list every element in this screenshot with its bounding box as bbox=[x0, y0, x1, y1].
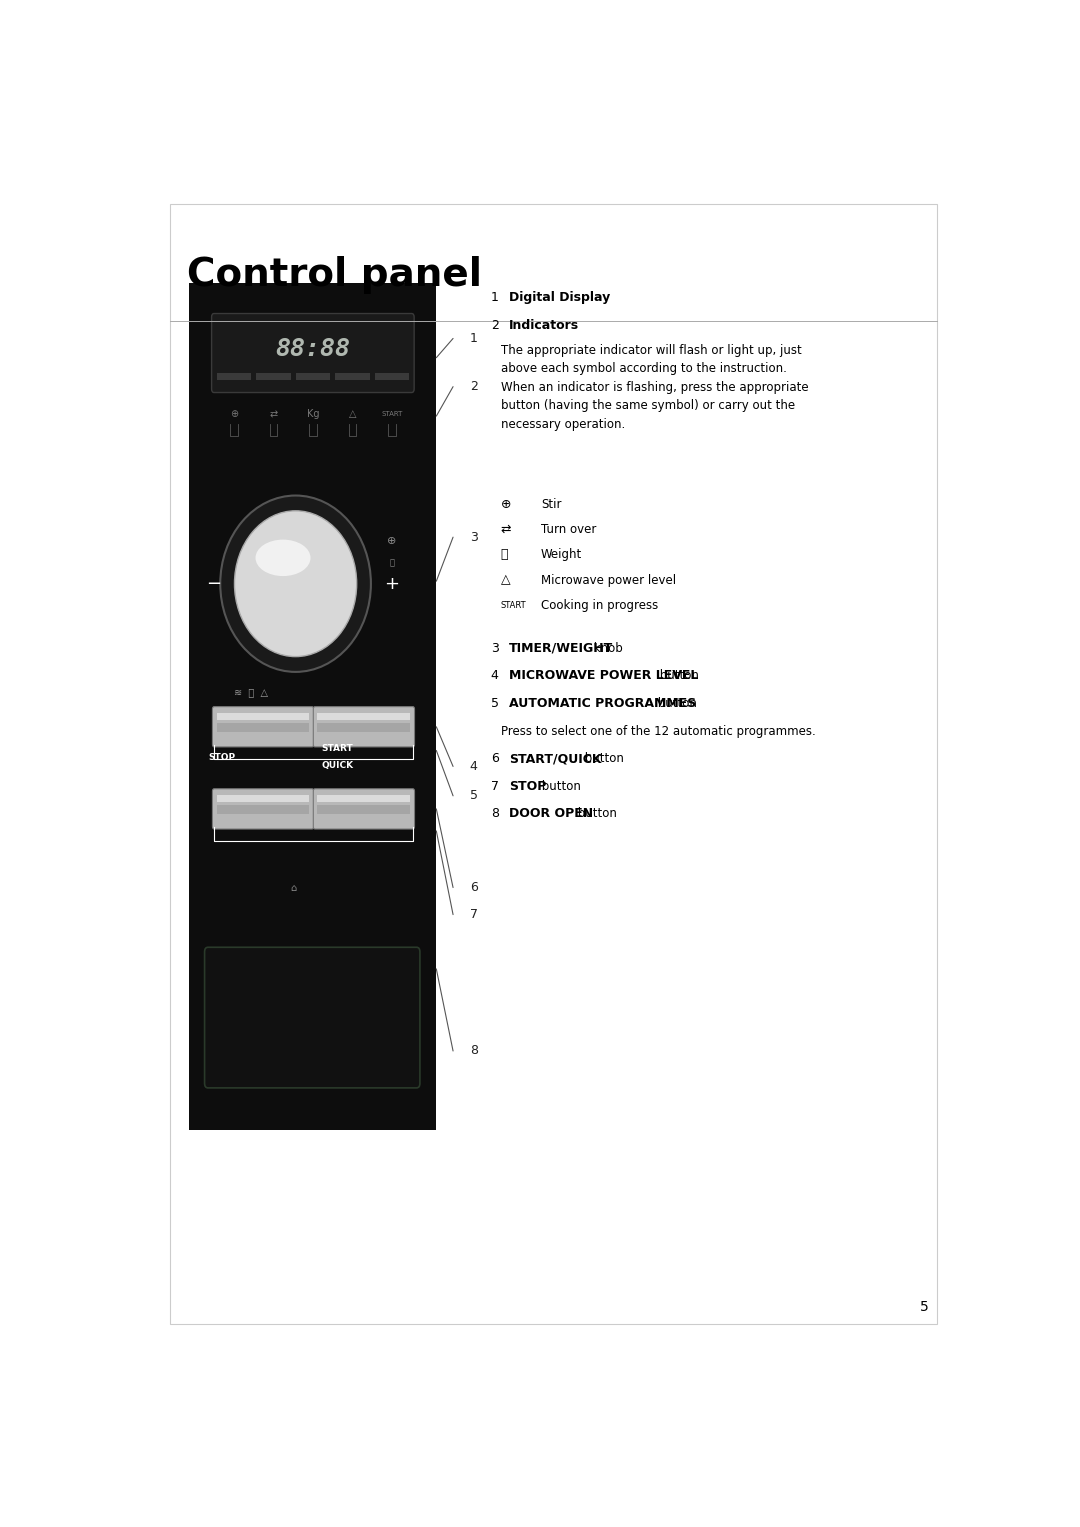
Bar bbox=[217, 724, 310, 731]
Text: 5: 5 bbox=[490, 696, 499, 710]
Bar bbox=[375, 373, 409, 380]
Text: ⌂: ⌂ bbox=[291, 884, 296, 893]
Ellipse shape bbox=[220, 496, 370, 672]
Bar bbox=[217, 713, 310, 719]
Text: 3: 3 bbox=[490, 641, 499, 655]
Text: START: START bbox=[322, 744, 353, 753]
Text: 88:88: 88:88 bbox=[275, 337, 350, 362]
Text: 4: 4 bbox=[470, 760, 477, 773]
Text: button: button bbox=[575, 808, 617, 820]
Text: 2: 2 bbox=[470, 380, 477, 392]
Text: TIMER/WEIGHT: TIMER/WEIGHT bbox=[509, 641, 613, 655]
Text: Cooking in progress: Cooking in progress bbox=[541, 599, 658, 612]
Bar bbox=[189, 282, 436, 1130]
FancyBboxPatch shape bbox=[313, 789, 415, 829]
Text: 7: 7 bbox=[490, 780, 499, 793]
Text: ⊕: ⊕ bbox=[388, 536, 396, 547]
Text: 8: 8 bbox=[470, 1044, 477, 1058]
FancyBboxPatch shape bbox=[313, 707, 415, 747]
Text: ⊕: ⊕ bbox=[501, 498, 511, 510]
Text: The appropriate indicator will flash or light up, just
above each symbol accordi: The appropriate indicator will flash or … bbox=[501, 344, 809, 431]
Text: Digital Display: Digital Display bbox=[509, 292, 610, 304]
Bar bbox=[217, 805, 310, 814]
Text: QUICK: QUICK bbox=[322, 762, 353, 770]
Bar bbox=[296, 373, 330, 380]
Text: ⊕: ⊕ bbox=[230, 409, 238, 420]
FancyBboxPatch shape bbox=[213, 707, 313, 747]
Text: Indicators: Indicators bbox=[509, 319, 579, 331]
Text: 6: 6 bbox=[490, 753, 499, 765]
Text: Kg: Kg bbox=[307, 409, 319, 420]
Bar bbox=[217, 794, 310, 802]
Text: 6: 6 bbox=[470, 881, 477, 893]
Text: MICROWAVE POWER LEVEL: MICROWAVE POWER LEVEL bbox=[509, 669, 699, 683]
Bar bbox=[318, 713, 410, 719]
Bar bbox=[335, 373, 369, 380]
Text: START: START bbox=[501, 600, 526, 609]
Text: START/QUICK: START/QUICK bbox=[509, 753, 602, 765]
Text: −: − bbox=[206, 574, 221, 592]
Ellipse shape bbox=[234, 512, 356, 657]
Text: START: START bbox=[381, 411, 403, 417]
Bar bbox=[318, 805, 410, 814]
Text: DOOR OPEN: DOOR OPEN bbox=[509, 808, 593, 820]
Text: 2: 2 bbox=[490, 319, 499, 331]
Text: ㏖: ㏖ bbox=[501, 548, 509, 562]
FancyBboxPatch shape bbox=[212, 313, 414, 392]
Text: ⇄: ⇄ bbox=[501, 522, 511, 536]
Text: 5: 5 bbox=[470, 789, 477, 802]
Text: 8: 8 bbox=[490, 808, 499, 820]
Text: knob: knob bbox=[590, 641, 623, 655]
Text: △: △ bbox=[501, 574, 511, 586]
Text: ⇄: ⇄ bbox=[269, 409, 278, 420]
Text: ≋  🍽  △: ≋ 🍽 △ bbox=[234, 687, 268, 696]
Bar bbox=[318, 724, 410, 731]
Bar bbox=[256, 373, 291, 380]
Text: button: button bbox=[581, 753, 624, 765]
Text: 7: 7 bbox=[470, 909, 477, 921]
Text: button: button bbox=[654, 696, 697, 710]
FancyBboxPatch shape bbox=[204, 947, 420, 1087]
Text: 🔌: 🔌 bbox=[390, 557, 394, 567]
Text: Microwave power level: Microwave power level bbox=[541, 574, 676, 586]
Text: button: button bbox=[656, 669, 699, 683]
Text: 3: 3 bbox=[470, 531, 477, 544]
Text: △: △ bbox=[349, 409, 356, 420]
Text: Stir: Stir bbox=[541, 498, 562, 510]
Text: Turn over: Turn over bbox=[541, 522, 596, 536]
Text: button: button bbox=[538, 780, 581, 793]
Bar bbox=[318, 794, 410, 802]
Text: Control panel: Control panel bbox=[187, 257, 482, 295]
Text: 1: 1 bbox=[490, 292, 499, 304]
Text: Weight: Weight bbox=[541, 548, 582, 562]
Text: 1: 1 bbox=[470, 331, 477, 345]
Text: AUTOMATIC PROGRAMMES: AUTOMATIC PROGRAMMES bbox=[509, 696, 697, 710]
Ellipse shape bbox=[256, 539, 311, 576]
Text: Press to select one of the 12 automatic programmes.: Press to select one of the 12 automatic … bbox=[501, 724, 815, 738]
Text: STOP: STOP bbox=[509, 780, 546, 793]
Text: STOP: STOP bbox=[208, 753, 235, 762]
Text: 4: 4 bbox=[490, 669, 499, 683]
FancyBboxPatch shape bbox=[213, 789, 313, 829]
Bar bbox=[217, 373, 251, 380]
Text: +: + bbox=[384, 574, 400, 592]
Text: 5: 5 bbox=[920, 1301, 929, 1315]
